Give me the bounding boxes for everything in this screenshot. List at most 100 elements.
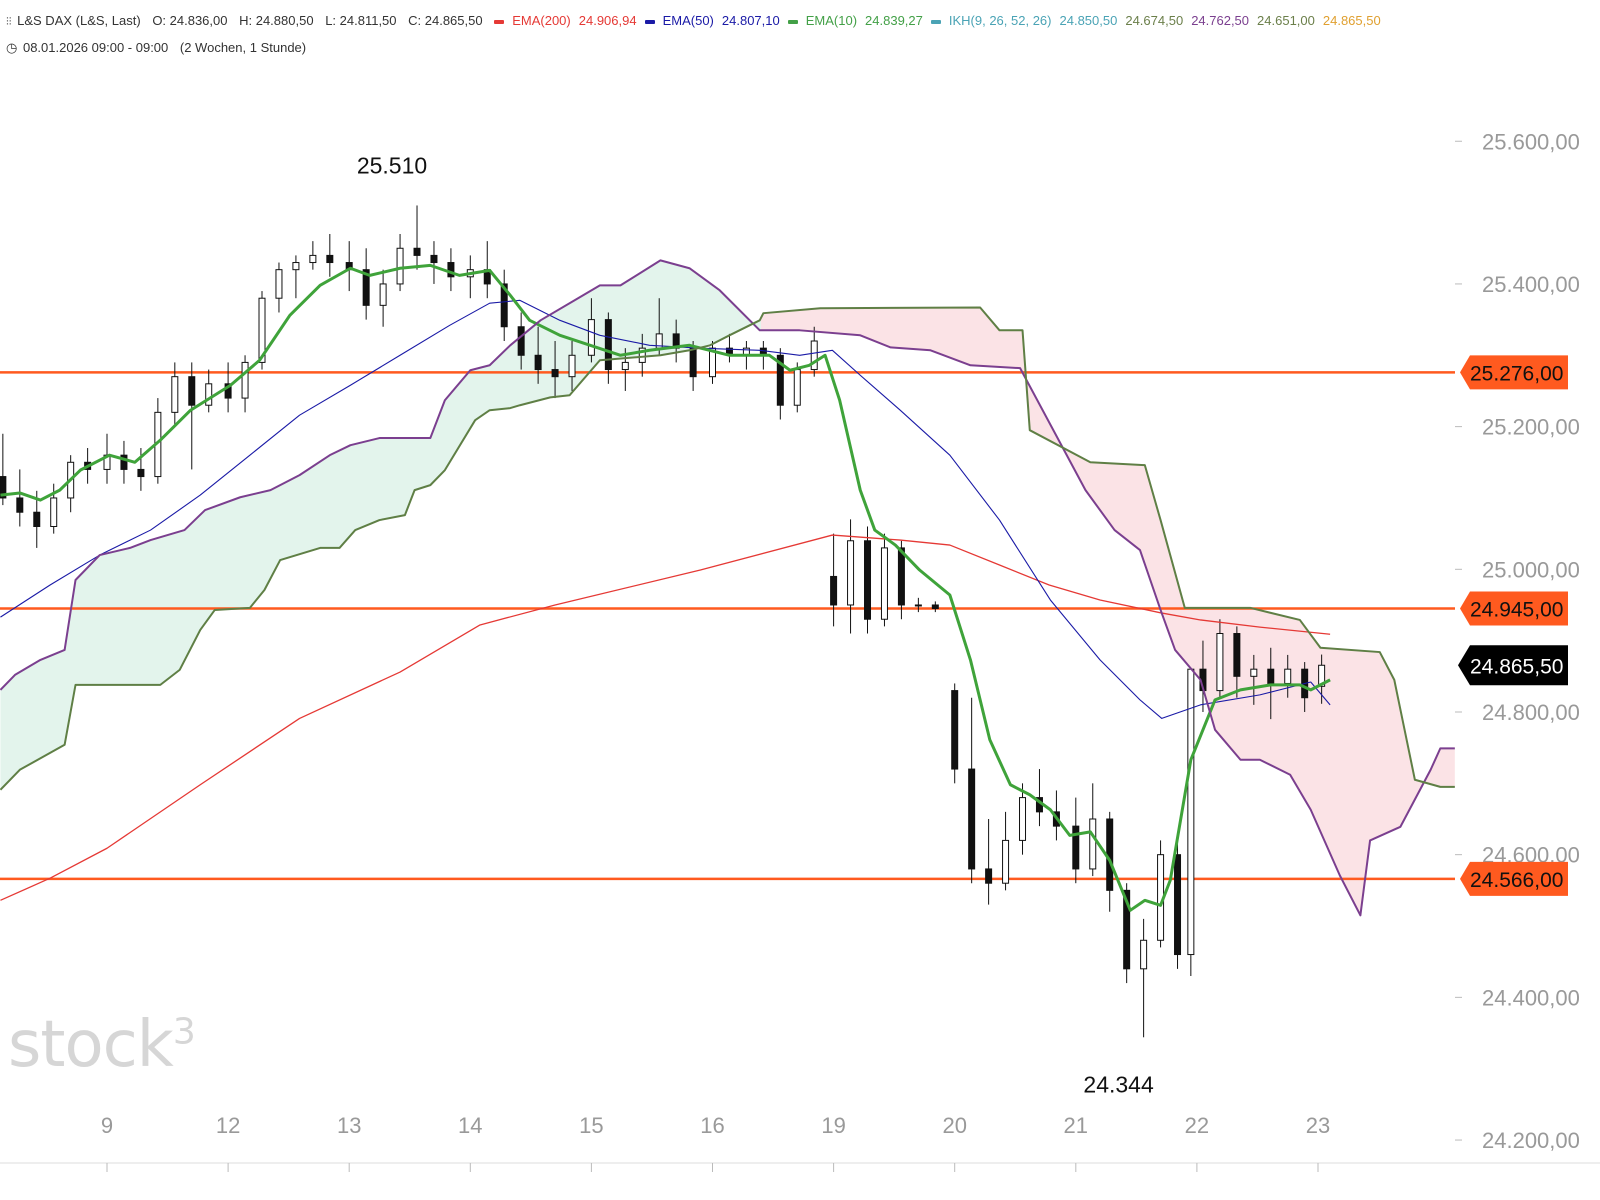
close-value: C: 24.865,50 xyxy=(408,13,483,28)
indicator-value: 24.651,00 xyxy=(1257,13,1315,28)
candle-body xyxy=(587,319,595,356)
clock-icon: ◷ xyxy=(6,40,18,55)
x-tick-label: 9 xyxy=(101,1113,113,1138)
candle xyxy=(1250,654,1258,705)
indicator-legend: EMA(200) 24.906,94 EMA(50) 24.807,10 EMA(10)… xyxy=(494,13,1389,28)
candle xyxy=(413,205,421,270)
candle xyxy=(1089,783,1097,877)
candle-body xyxy=(1174,854,1182,956)
candle xyxy=(1035,769,1043,827)
candle xyxy=(326,234,334,277)
candle xyxy=(776,348,784,420)
candle-body xyxy=(50,497,58,527)
instrument-name[interactable]: L&S DAX (L&S, Last) xyxy=(17,13,141,28)
candle xyxy=(362,248,370,320)
candle xyxy=(0,433,7,506)
candle xyxy=(1233,626,1241,698)
x-tick-label: 14 xyxy=(458,1113,482,1138)
candle-body xyxy=(292,262,300,271)
candle xyxy=(810,326,818,377)
candle xyxy=(864,526,872,634)
candle-body xyxy=(171,376,179,413)
candle xyxy=(638,333,646,377)
candle-body xyxy=(188,376,196,406)
x-tick-label: 15 xyxy=(579,1113,603,1138)
candle-body xyxy=(914,604,922,607)
candle xyxy=(16,469,24,527)
level-price-label: 24.566,00 xyxy=(1470,869,1563,892)
candle-body xyxy=(1187,668,1195,956)
candle-body xyxy=(1019,797,1027,841)
candle xyxy=(1187,668,1195,976)
candle-body xyxy=(1089,818,1097,870)
candle-body xyxy=(1267,668,1275,684)
candle-body xyxy=(985,868,993,884)
indicator-label: EMA(50) xyxy=(662,13,714,28)
candle-body xyxy=(205,383,213,406)
indicator-value: 24.906,94 xyxy=(578,13,637,28)
ichimoku-cloud-bullish xyxy=(0,260,761,790)
candle xyxy=(241,355,249,413)
level-price-badge xyxy=(1460,355,1568,390)
candle xyxy=(709,341,716,384)
indicator-value: 24.839,27 xyxy=(865,13,923,28)
ichimoku-span-b-line xyxy=(0,259,1455,917)
candle-body xyxy=(33,511,41,527)
candle-body xyxy=(847,540,855,606)
candle xyxy=(1140,918,1148,1038)
extreme-price-annotation: 25.510 xyxy=(357,152,427,178)
period: (2 Wochen, 1 Stunde) xyxy=(179,40,307,55)
level-price-badge xyxy=(1460,861,1568,896)
x-tick-label: 23 xyxy=(1306,1113,1330,1138)
candle-body xyxy=(500,283,508,328)
candle xyxy=(897,540,905,620)
ema10-line xyxy=(0,263,1331,912)
candle-body xyxy=(137,468,145,478)
candle-body xyxy=(241,361,249,399)
y-tick-label: 25.200,00 xyxy=(1482,415,1580,440)
candle-body xyxy=(968,768,976,870)
candle-body xyxy=(951,690,959,770)
ichimoku-cloud-bearish xyxy=(760,307,1455,916)
indicator-value: 24.850,50 xyxy=(1059,13,1118,28)
candle xyxy=(188,362,196,470)
x-tick-label: 19 xyxy=(821,1113,845,1138)
indicator-value: 24.674,50 xyxy=(1125,13,1184,28)
candle xyxy=(171,362,179,427)
candle xyxy=(430,241,438,284)
indicator-value: 24.865,50 xyxy=(1322,13,1381,28)
candle xyxy=(830,533,838,627)
candle xyxy=(292,255,300,299)
candle xyxy=(500,269,508,342)
stock3-watermark-logo: stock3 xyxy=(8,1008,196,1082)
last-price-label: 24.865,50 xyxy=(1470,655,1563,678)
candle-body xyxy=(1123,889,1131,970)
candle-body xyxy=(1002,839,1010,884)
candle xyxy=(309,241,317,270)
y-tick-label: 25.600,00 xyxy=(1482,129,1580,154)
candle-body xyxy=(413,247,421,256)
candle xyxy=(725,333,733,363)
candle xyxy=(847,519,855,634)
candle xyxy=(568,341,576,391)
legend-swatch xyxy=(930,19,941,24)
level-price-label: 25.276,00 xyxy=(1470,362,1563,385)
y-tick-label: 24.400,00 xyxy=(1482,985,1580,1010)
chart-header-range: ◷ 08.01.2026 09:00 - 09:00 (2 Wochen, 1 … xyxy=(6,40,314,56)
candle-body xyxy=(362,269,370,306)
legend-swatch xyxy=(644,19,655,24)
last-price-badge xyxy=(1458,645,1568,686)
candle xyxy=(379,269,387,327)
candle xyxy=(1002,811,1010,891)
candle-body xyxy=(810,340,818,371)
candle xyxy=(534,326,542,384)
open-value: O: 24.836,00 xyxy=(152,13,228,28)
y-tick-label: 24.200,00 xyxy=(1482,1128,1580,1153)
x-tick-label: 20 xyxy=(942,1113,966,1138)
indicator-label: IKH(9, 26, 52, 26) xyxy=(948,13,1052,28)
candle xyxy=(447,248,455,292)
level-price-label: 24.945,00 xyxy=(1470,599,1563,622)
candle-body xyxy=(1318,664,1326,687)
candle-body xyxy=(309,254,317,264)
